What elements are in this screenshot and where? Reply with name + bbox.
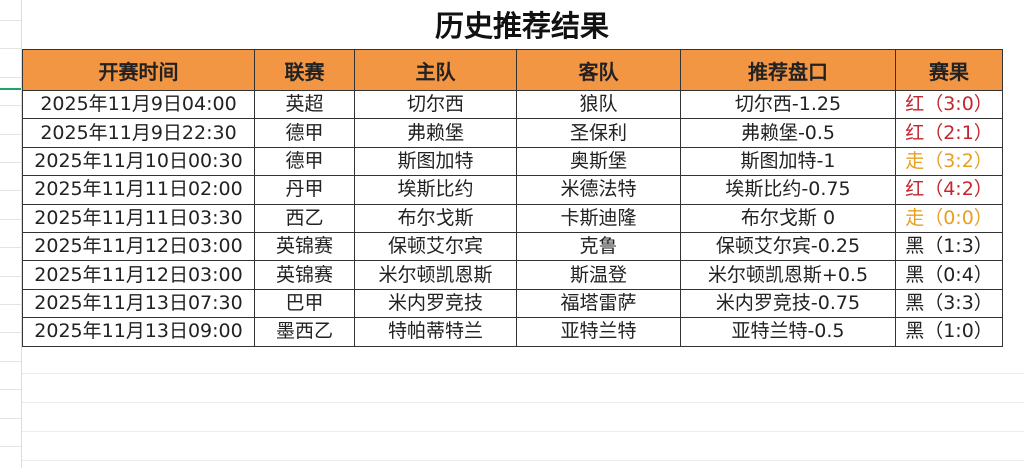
cell-result[interactable]: 走（0:0） xyxy=(895,203,1003,233)
gutter-gridline xyxy=(0,360,21,362)
gutter-gridline xyxy=(0,389,21,391)
cell-league[interactable]: 巴甲 xyxy=(254,288,355,319)
cell-away[interactable]: 圣保利 xyxy=(516,118,681,148)
empty-grid xyxy=(22,345,1024,461)
cell-time[interactable]: 2025年11月10日00:30 xyxy=(22,146,255,177)
cell-time[interactable]: 2025年11月11日03:30 xyxy=(22,203,255,233)
cell-result[interactable]: 黑（1:3） xyxy=(895,231,1003,262)
cell-home[interactable]: 埃斯比约 xyxy=(354,175,517,205)
cell-league[interactable]: 丹甲 xyxy=(254,175,355,205)
cell-pick[interactable]: 保顿艾尔宾-0.25 xyxy=(680,231,896,262)
gutter-gridline xyxy=(0,20,21,21)
cell-result[interactable]: 红（3:0） xyxy=(895,89,1003,120)
table-row: 2025年11月11日03:30 西乙 布尔戈斯 卡斯迪隆 布尔戈斯 0 走（0:0） xyxy=(22,203,1003,233)
cell-league[interactable]: 西乙 xyxy=(254,203,355,233)
cell-league[interactable]: 英锦赛 xyxy=(254,231,355,262)
table-row: 2025年11月13日07:30 巴甲 米内罗竞技 福塔雷萨 米内罗竞技-0.75 黑（3… xyxy=(22,288,1003,319)
gutter-gridline xyxy=(0,48,21,50)
cell-league[interactable]: 英锦赛 xyxy=(254,260,355,290)
gutter-gridline xyxy=(0,218,21,220)
gutter-gridline xyxy=(0,247,21,249)
gutter-gridline xyxy=(0,275,21,277)
cell-league[interactable]: 墨西乙 xyxy=(254,317,355,347)
cell-away[interactable]: 狼队 xyxy=(516,89,681,120)
cell-result[interactable]: 黑（0:4） xyxy=(895,260,1003,290)
cell-time[interactable]: 2025年11月12日03:00 xyxy=(22,231,255,262)
table-row: 2025年11月13日09:00 墨西乙 特帕蒂特兰 亚特兰特 亚特兰特-0.5 黑（1:… xyxy=(22,317,1003,347)
cell-time[interactable]: 2025年11月11日02:00 xyxy=(22,175,255,205)
cell-pick[interactable]: 切尔西-1.25 xyxy=(680,89,896,120)
cell-pick[interactable]: 布尔戈斯 0 xyxy=(680,203,896,233)
table-row: 2025年11月12日03:00 英锦赛 米尔顿凯恩斯 斯温登 米尔顿凯恩斯+0.5 黑（… xyxy=(22,260,1003,290)
cell-pick[interactable]: 米内罗竞技-0.75 xyxy=(680,288,896,319)
gutter-gridline xyxy=(0,304,21,305)
cell-time[interactable]: 2025年11月13日09:00 xyxy=(22,317,255,347)
table-row: 2025年11月10日00:30 德甲 斯图加特 奥斯堡 斯图加特-1 走（3:2） xyxy=(22,146,1003,177)
gutter-gridline xyxy=(0,446,21,447)
cell-home[interactable]: 布尔戈斯 xyxy=(354,203,517,233)
header-home[interactable]: 主队 xyxy=(354,49,517,91)
cell-pick[interactable]: 弗赖堡-0.5 xyxy=(680,118,896,148)
cell-away[interactable]: 米德法特 xyxy=(516,175,681,205)
cell-result[interactable]: 红（2:1） xyxy=(895,118,1003,148)
cell-league[interactable]: 英超 xyxy=(254,89,355,120)
table-row: 2025年11月11日02:00 丹甲 埃斯比约 米德法特 埃斯比约-0.75 红（4:2… xyxy=(22,175,1003,205)
table-row: 2025年11月12日03:00 英锦赛 保顿艾尔宾 克鲁 保顿艾尔宾-0.25 黑（1:… xyxy=(22,231,1003,262)
header-row: 开赛时间 联赛 主队 客队 推荐盘口 赛果 xyxy=(22,49,1003,91)
table-row: 2025年11月9日04:00 英超 切尔西 狼队 切尔西-1.25 红（3:0） xyxy=(22,89,1003,120)
cell-home[interactable]: 特帕蒂特兰 xyxy=(354,317,517,347)
cell-league[interactable]: 德甲 xyxy=(254,118,355,148)
cell-league[interactable]: 德甲 xyxy=(254,146,355,177)
cell-away[interactable]: 福塔雷萨 xyxy=(516,288,681,319)
gutter-gridline xyxy=(0,332,21,334)
page-title: 历史推荐结果 xyxy=(434,9,609,43)
cell-time[interactable]: 2025年11月9日04:00 xyxy=(22,89,255,120)
header-time[interactable]: 开赛时间 xyxy=(22,49,255,91)
header-result[interactable]: 赛果 xyxy=(895,49,1003,91)
header-pick[interactable]: 推荐盘口 xyxy=(680,49,896,91)
cell-time[interactable]: 2025年11月13日07:30 xyxy=(22,288,255,319)
cell-away[interactable]: 亚特兰特 xyxy=(516,317,681,347)
cell-home[interactable]: 米内罗竞技 xyxy=(354,288,517,319)
cell-time[interactable]: 2025年11月12日03:00 xyxy=(22,260,255,290)
cell-home[interactable]: 弗赖堡 xyxy=(354,118,517,148)
results-table: 开赛时间 联赛 主队 客队 推荐盘口 赛果 2025年11月9日04:00 英超切… xyxy=(22,49,1003,347)
gutter-gridline xyxy=(0,105,21,107)
cell-away[interactable]: 斯温登 xyxy=(516,260,681,290)
gutter-gridline xyxy=(0,162,21,163)
cell-home[interactable]: 切尔西 xyxy=(354,89,517,120)
cell-home[interactable]: 保顿艾尔宾 xyxy=(354,231,517,262)
gutter-gridline xyxy=(0,190,21,192)
table-row: 2025年11月9日22:30 德甲 弗赖堡 圣保利 弗赖堡-0.5 红（2:1） xyxy=(22,118,1003,148)
cell-time[interactable]: 2025年11月9日22:30 xyxy=(22,118,255,148)
cell-result[interactable]: 黑（3:3） xyxy=(895,288,1003,319)
cell-pick[interactable]: 米尔顿凯恩斯+0.5 xyxy=(680,260,896,290)
cell-away[interactable]: 奥斯堡 xyxy=(516,146,681,177)
gutter-gridline xyxy=(0,417,21,419)
cell-result[interactable]: 走（3:2） xyxy=(895,146,1003,177)
cell-home[interactable]: 米尔顿凯恩斯 xyxy=(354,260,517,290)
cell-pick[interactable]: 埃斯比约-0.75 xyxy=(680,175,896,205)
gutter-gridline xyxy=(0,76,21,78)
gutter-gridline xyxy=(0,133,21,135)
cell-result[interactable]: 红（4:2） xyxy=(895,175,1003,205)
cell-pick[interactable]: 亚特兰特-0.5 xyxy=(680,317,896,347)
cell-home[interactable]: 斯图加特 xyxy=(354,146,517,177)
cell-away[interactable]: 克鲁 xyxy=(516,231,681,262)
cell-pick[interactable]: 斯图加特-1 xyxy=(680,146,896,177)
header-league[interactable]: 联赛 xyxy=(254,49,355,91)
cell-away[interactable]: 卡斯迪隆 xyxy=(516,203,681,233)
cell-result[interactable]: 黑（1:0） xyxy=(895,317,1003,347)
row-header-gutter xyxy=(0,0,22,468)
selected-row-indicator xyxy=(0,88,21,90)
header-away[interactable]: 客队 xyxy=(516,49,681,91)
